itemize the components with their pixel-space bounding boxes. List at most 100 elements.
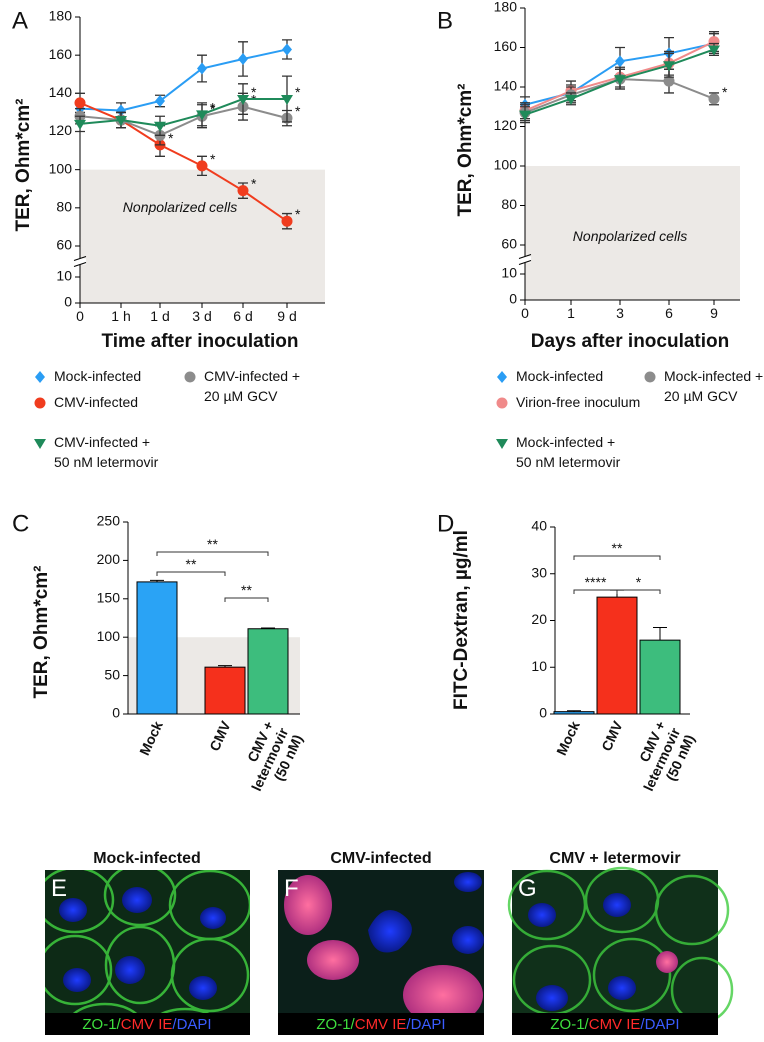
bar [204, 666, 246, 715]
x-tick-label: 9 d [277, 308, 296, 324]
bracket [616, 589, 661, 594]
y-tick-label: 180 [494, 0, 518, 15]
image-title: CMV-infected [330, 850, 431, 867]
series-line [79, 48, 288, 112]
caption-part: ZO-1/ [82, 1016, 121, 1033]
significance: * [722, 84, 728, 100]
error-bar [653, 627, 667, 641]
significance: * [210, 99, 216, 115]
significance: * [636, 574, 642, 590]
panel-letter: G [518, 875, 537, 902]
point [282, 43, 292, 56]
y-tick-label: 60 [501, 236, 517, 252]
axis-break [518, 260, 532, 265]
point [281, 95, 293, 106]
caption-part: CMV IE [589, 1016, 641, 1033]
y-tick-label: 10 [531, 658, 547, 674]
point [708, 36, 720, 48]
point [565, 94, 577, 105]
y-tick-label: 30 [531, 564, 547, 580]
bracket [156, 551, 269, 556]
legend-label: Mock-infected +20 µM GCV [664, 368, 763, 404]
y-tick-label: 0 [112, 705, 120, 721]
caption-part: CMV IE [355, 1016, 407, 1033]
caption-part: ZO-1/ [550, 1016, 589, 1033]
bar [136, 581, 178, 715]
y-tick-label: 0 [539, 705, 547, 721]
axis-break [74, 258, 86, 265]
y-tick-label: 50 [104, 666, 120, 682]
y-tick-label: 160 [494, 38, 518, 54]
x-tick-label: 9 [710, 305, 718, 321]
panel-letter: D [437, 510, 454, 537]
significance: **** [585, 574, 607, 590]
shade-label: Nonpolarized cells [123, 199, 237, 215]
point [708, 93, 720, 105]
legend-label: CMV-infected [54, 394, 138, 410]
caption: ZO-1/CMV IE/DAPI [316, 1016, 445, 1033]
series-line [79, 98, 287, 127]
image-title: Mock-infected [93, 850, 201, 867]
y-tick-label: 200 [97, 551, 121, 567]
y-tick-label: 140 [49, 84, 73, 100]
x-tick-label: CMV [206, 718, 234, 754]
legend-label: Mock-infected +50 nM letermovir [516, 434, 621, 470]
significance: ** [612, 540, 623, 556]
point [154, 121, 166, 132]
y-tick-label: 0 [509, 291, 517, 307]
x-tick-label: Mock [136, 718, 166, 757]
significance: * [251, 84, 257, 100]
x-axis-title: Days after inoculation [531, 331, 730, 352]
point [663, 61, 675, 72]
y-tick-label: 10 [501, 265, 517, 281]
point [615, 55, 625, 68]
y-tick-label: 10 [56, 268, 72, 284]
x-tick-label: Mock [553, 718, 583, 757]
x-tick-label: CMV +letermovir(50 nM) [626, 718, 698, 800]
caption-part: /DAPI [406, 1016, 445, 1033]
x-axis-title: Time after inoculation [101, 331, 298, 352]
panel-letter: A [12, 7, 28, 34]
x-tick-label: 0 [521, 305, 529, 321]
series-line [79, 105, 288, 137]
significance: * [210, 151, 216, 167]
y-tick-label: 100 [97, 628, 121, 644]
panel-letter: F [284, 875, 299, 902]
legend-label: Mock-infected [516, 368, 603, 384]
y-tick-label: 20 [531, 611, 547, 627]
point [35, 371, 45, 383]
x-tick-label: 6 [665, 305, 673, 321]
point [34, 397, 46, 409]
y-tick-label: 80 [501, 196, 517, 212]
point [496, 397, 508, 409]
axis-break [73, 262, 87, 267]
image-title: CMV + letermovir [549, 850, 680, 867]
caption: ZO-1/CMV IE/DAPI [550, 1016, 679, 1033]
y-axis-title: TER, Ohm*cm² [13, 98, 34, 231]
legend-label: Mock-infected [54, 368, 141, 384]
point [155, 94, 165, 107]
x-tick-label: CMV [598, 718, 626, 754]
y-tick-label: 180 [49, 8, 73, 24]
y-axis-title: FITC-Dextran, µg/ml [451, 530, 472, 710]
legend-label: CMV-infected +20 µM GCV [204, 368, 300, 404]
caption-part: ZO-1/ [316, 1016, 355, 1033]
significance: ** [241, 582, 252, 598]
bracket [573, 555, 661, 560]
significance: * [295, 206, 301, 222]
y-axis-title: TER, Ohm*cm² [455, 83, 476, 216]
shaded-region [80, 169, 325, 303]
y-tick-label: 80 [56, 199, 72, 215]
micrograph-g: ZO-1/CMV IE/DAPI G [507, 866, 734, 1035]
point [519, 110, 531, 121]
bar [553, 711, 595, 715]
axis-break [519, 256, 531, 263]
point [74, 119, 86, 130]
bar [247, 628, 289, 715]
y-tick-label: 0 [64, 294, 72, 310]
point [196, 110, 208, 121]
point [197, 62, 207, 75]
x-tick-label: 1 h [111, 308, 130, 324]
x-tick-label: CMV +letermovir(50 nM) [234, 718, 306, 800]
